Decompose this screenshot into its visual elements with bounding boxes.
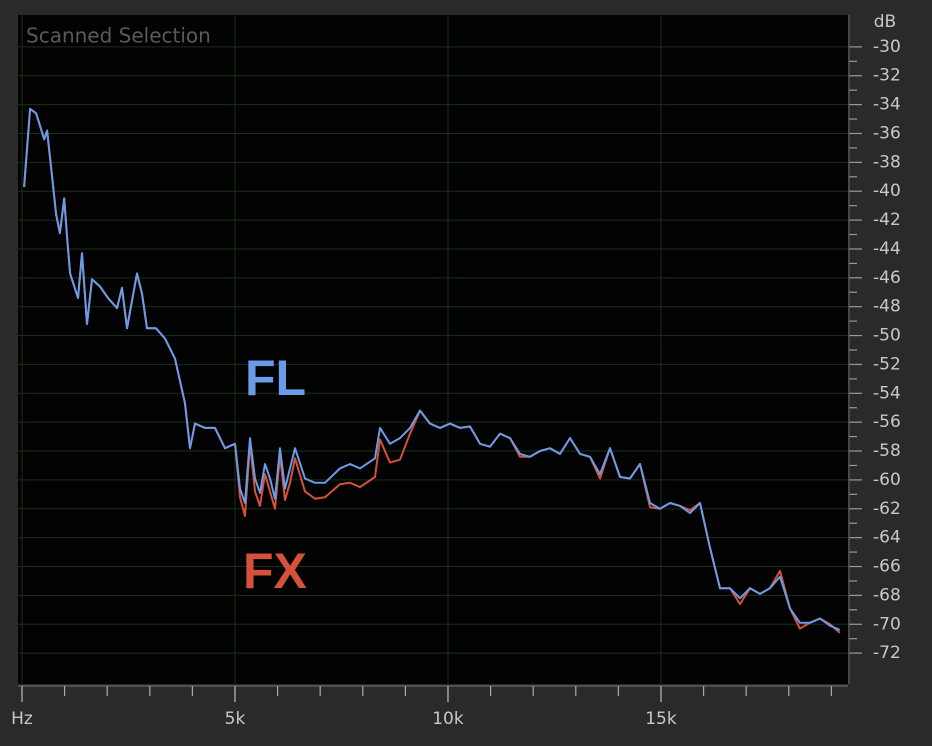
y-tick-label: -62: [873, 499, 901, 519]
legend: FX FL: [243, 350, 307, 599]
y-tick-label: -44: [873, 239, 901, 259]
y-tick-label: -42: [873, 210, 901, 230]
y-tick-label: -58: [873, 441, 901, 461]
y-tick-label: -56: [873, 412, 901, 432]
x-tick-label: 5k: [225, 709, 246, 729]
y-tick-label: -38: [873, 152, 901, 172]
y-tick-label: -50: [873, 326, 901, 346]
legend-label: FX: [243, 543, 307, 599]
legend-label: FL: [245, 350, 306, 406]
y-axis-label: dB: [874, 12, 896, 32]
y-tick-label: -60: [873, 470, 901, 490]
x-tick-label: Hz: [11, 709, 33, 729]
x-tick-label: 10k: [432, 709, 464, 729]
plot-area: [18, 15, 848, 684]
y-tick-label: -70: [873, 614, 901, 634]
y-tick-label: -66: [873, 557, 901, 577]
y-tick-label: -68: [873, 585, 901, 605]
y-tick-label: -52: [873, 354, 901, 374]
y-tick-label: -32: [873, 66, 901, 86]
y-tick-label: -72: [873, 643, 901, 663]
y-tick-label: -64: [873, 528, 901, 548]
series-line: [23, 107, 841, 631]
y-tick-label: -40: [873, 181, 901, 201]
y-tick-label: -34: [873, 95, 901, 115]
y-tick-label: -48: [873, 297, 901, 317]
y-tick-label: -36: [873, 123, 901, 143]
x-tick-label: 15k: [645, 709, 677, 729]
y-tick-label: -30: [873, 37, 901, 57]
y-tick-label: -54: [873, 383, 901, 403]
chart-title: Scanned Selection: [26, 24, 211, 48]
y-tick-label: -46: [873, 268, 901, 288]
